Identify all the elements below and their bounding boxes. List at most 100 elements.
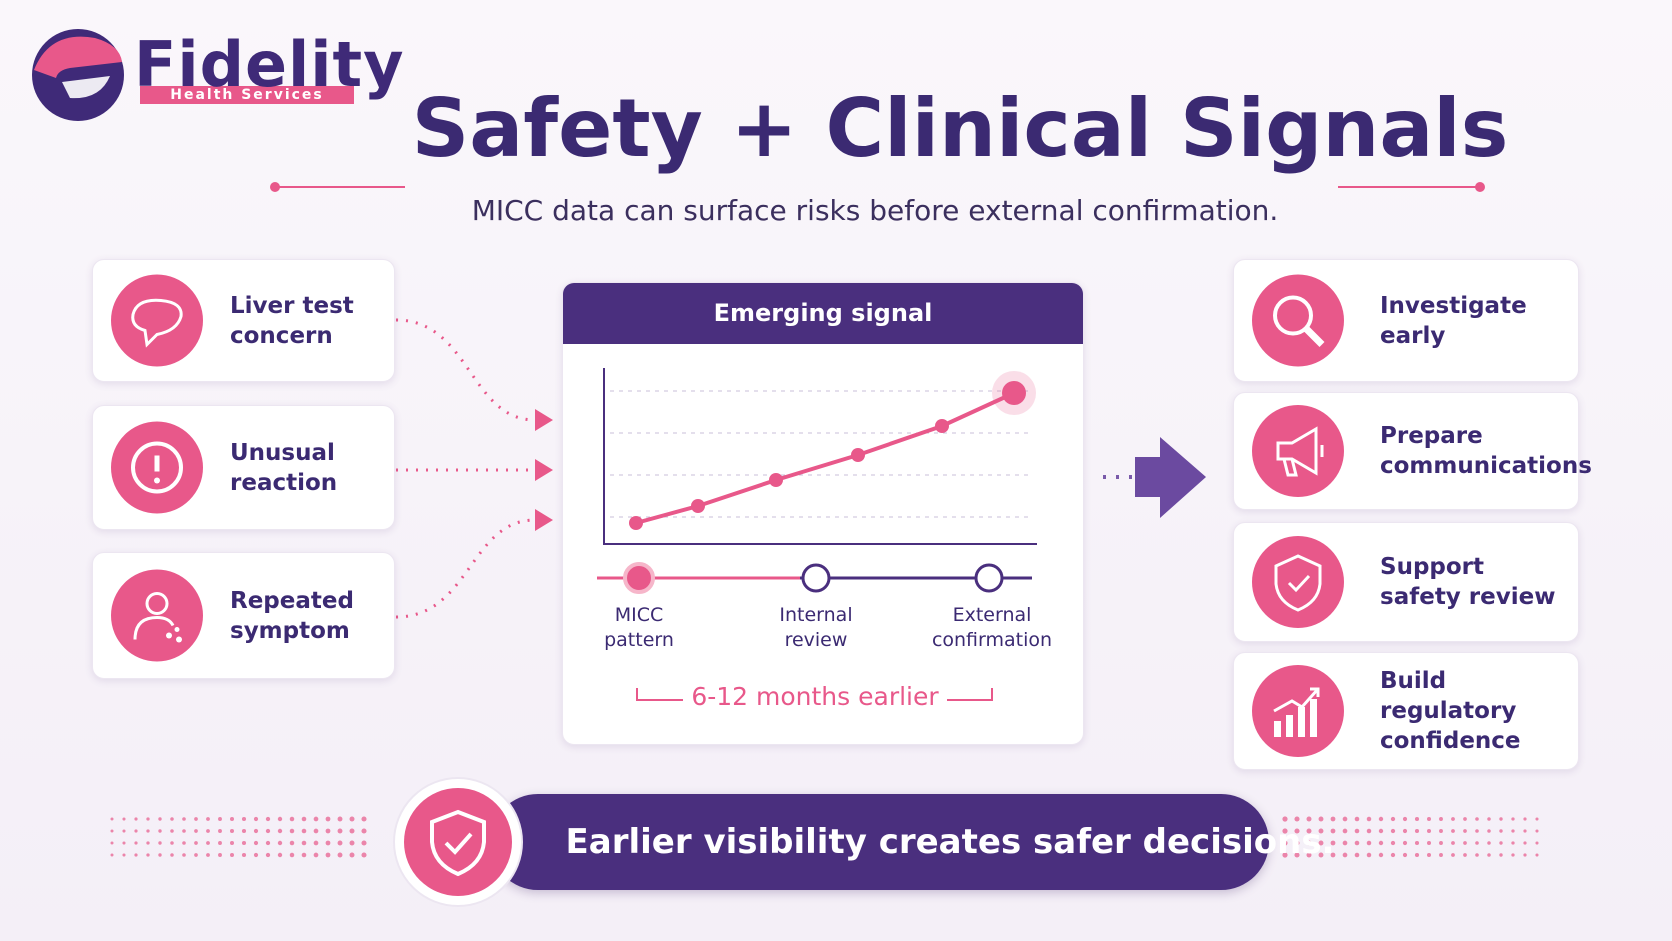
dot: [1499, 841, 1503, 845]
dot: [1487, 817, 1491, 821]
dot: [1342, 816, 1348, 822]
dot: [146, 817, 150, 821]
dot: [301, 828, 307, 834]
dot: [1366, 852, 1372, 858]
dot: [349, 852, 355, 858]
dot: [253, 852, 259, 858]
dot: [1427, 853, 1431, 857]
dot: [1511, 817, 1515, 821]
dot: [277, 816, 283, 822]
milestone-label: Internal review: [736, 603, 896, 653]
dot: [277, 852, 283, 858]
dot: [110, 841, 114, 845]
dot: [1439, 817, 1443, 821]
dot: [289, 840, 295, 846]
dot: [361, 840, 367, 846]
label-line: symptom: [230, 617, 350, 644]
dot: [289, 852, 295, 858]
dot: [134, 829, 138, 833]
dot: [289, 828, 295, 834]
dot: [1306, 828, 1312, 834]
panel-title: Emerging signal: [563, 283, 1083, 344]
card-label: Prepare communications: [1380, 421, 1592, 481]
dot: [1463, 841, 1467, 845]
dot: [182, 829, 186, 833]
dot: [1354, 816, 1360, 822]
card-label: Repeated symptom: [230, 586, 354, 646]
card-icon: [1252, 274, 1344, 367]
label-line: Build: [1380, 668, 1447, 694]
label-line: regulatory: [1380, 698, 1517, 724]
dot: [1414, 816, 1420, 822]
dot: [1378, 816, 1384, 822]
dot: [1427, 817, 1431, 821]
card: Unusual reaction: [92, 405, 395, 530]
dot: [1402, 816, 1408, 822]
label-line: Liver test: [230, 292, 354, 319]
dot: [253, 840, 259, 846]
dot: [241, 840, 247, 846]
dot: [1402, 852, 1408, 858]
dot: [1535, 841, 1539, 845]
card-icon: [111, 421, 203, 514]
dot: [1535, 853, 1539, 857]
dot: [1330, 840, 1336, 846]
dot: [1294, 828, 1300, 834]
dot: [1511, 829, 1515, 833]
dot: [337, 852, 343, 858]
dot: [337, 828, 343, 834]
label-line: review: [784, 629, 848, 651]
dot: [313, 816, 319, 822]
dot: [253, 828, 259, 834]
dot: [1523, 829, 1527, 833]
label-line: Investigate: [1380, 292, 1527, 319]
dot: [241, 828, 247, 834]
label-line: safety review: [1380, 584, 1556, 610]
dot: [194, 853, 198, 857]
dot: [1414, 840, 1420, 846]
dot: [1535, 829, 1539, 833]
dot: [1390, 852, 1396, 858]
dot: [1294, 840, 1300, 846]
dot: [277, 828, 283, 834]
signal-panel: Emerging signal: [562, 282, 1084, 745]
card: Liver test concern: [92, 259, 395, 382]
dot: [1318, 840, 1324, 846]
label-line: MICC: [614, 604, 664, 626]
dot: [1306, 852, 1312, 858]
dot: [230, 817, 234, 821]
dot: [218, 817, 222, 821]
label-line: External: [952, 604, 1032, 626]
dot: [1354, 852, 1360, 858]
dot: [313, 828, 319, 834]
dot: [1523, 817, 1527, 821]
card-label: Investigate early: [1380, 291, 1527, 351]
label-line: early: [1380, 322, 1446, 349]
dot: [349, 840, 355, 846]
dot: [182, 817, 186, 821]
dot: [1499, 829, 1503, 833]
dot: [1282, 816, 1288, 822]
dot: [194, 829, 198, 833]
dot: [194, 817, 198, 821]
dot: [361, 816, 367, 822]
dot: [1523, 853, 1527, 857]
dot: [1451, 841, 1455, 845]
card: Build regulatory confidence: [1233, 652, 1579, 770]
dot: [1463, 817, 1467, 821]
dot: [1390, 840, 1396, 846]
dot: [1487, 829, 1491, 833]
dot: [182, 853, 186, 857]
dot: [277, 840, 283, 846]
dot: [1414, 852, 1420, 858]
dot: [361, 828, 367, 834]
card: Investigate early: [1233, 259, 1579, 382]
dot: [218, 853, 222, 857]
dot: [361, 852, 367, 858]
dot: [158, 829, 162, 833]
dot: [241, 816, 247, 822]
label-line: concern: [230, 322, 333, 349]
dot: [1282, 828, 1288, 834]
